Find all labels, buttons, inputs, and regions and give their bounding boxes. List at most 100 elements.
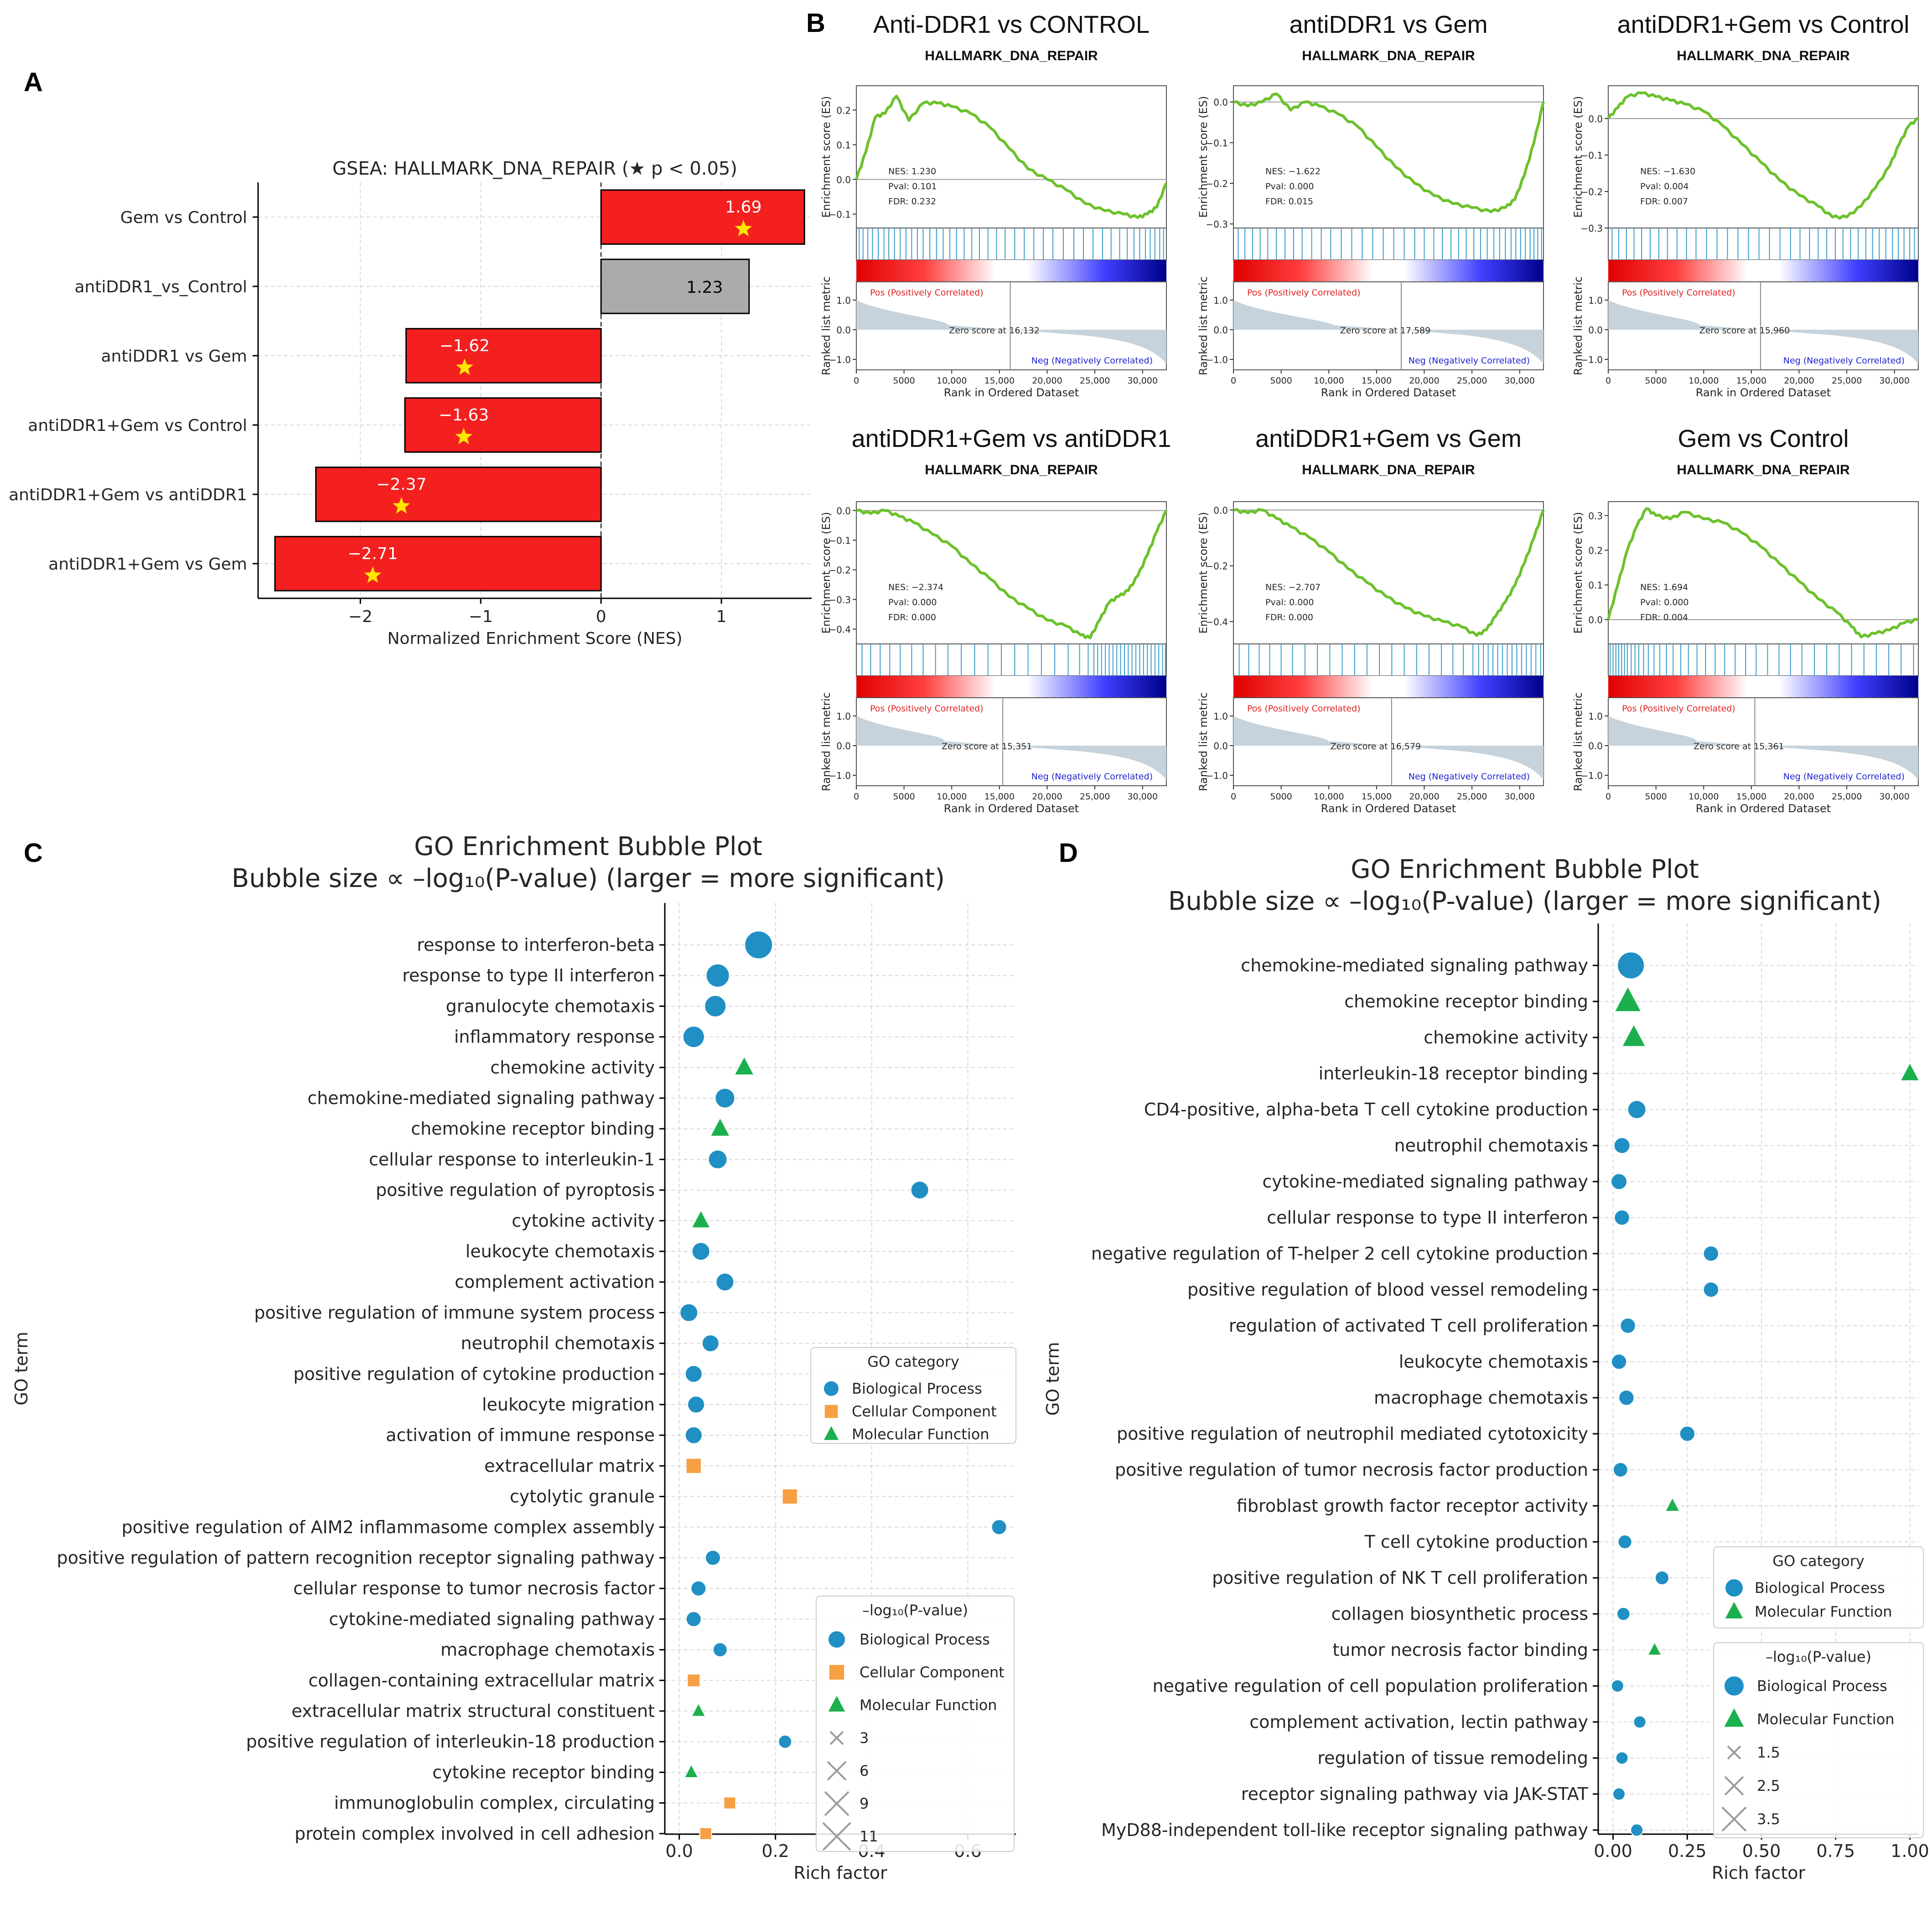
- pos-correlated-label: Pos (Positively Correlated): [870, 704, 984, 714]
- go-term-bubble: [1630, 1823, 1644, 1837]
- es-plot-frame: [856, 501, 1167, 644]
- go-term-label: regulation of tissue remodeling: [1317, 1748, 1588, 1768]
- enrichment-score-line: [1607, 91, 1919, 220]
- go-term-bubble: [1647, 1641, 1663, 1656]
- ranked-metric-area: [856, 716, 1166, 780]
- go-term-label: positive regulation of cytokine producti…: [293, 1364, 655, 1384]
- go-term-bubble: [1664, 1497, 1681, 1512]
- go-term-label: cytolytic granule: [510, 1487, 655, 1507]
- go-term-label: immunoglobulin complex, circulating: [334, 1793, 655, 1813]
- go-term-bubble: [684, 1763, 699, 1778]
- go-term-bubble: [1633, 1715, 1647, 1729]
- size-legend-x-icon: [1724, 1776, 1744, 1796]
- es-y-tick-label: 0.1: [1588, 580, 1603, 591]
- x-tick-label: 15,000: [1736, 792, 1766, 802]
- ranked-metric-area: [856, 300, 1166, 364]
- metric-y-tick-label: 1.0: [836, 295, 851, 306]
- go-term-label: cellular response to tumor necrosis fact…: [293, 1578, 655, 1598]
- category-label: Gem vs Control: [120, 208, 247, 227]
- category-label: antiDDR1+Gem vs antiDDR1: [9, 486, 247, 504]
- correlation-gradient-bar: [1233, 676, 1544, 698]
- gsea-panel-title: antiDDR1+Gem vs Gem: [1255, 425, 1522, 452]
- category-label: antiDDR1_vs_Control: [74, 278, 247, 296]
- neg-correlated-label: Neg (Negatively Correlated): [1031, 772, 1153, 782]
- go-term-label: collagen-containing extracellular matrix: [308, 1670, 655, 1691]
- hits-frame: [1233, 228, 1544, 260]
- go-term-label: positive regulation of blood vessel remo…: [1187, 1280, 1588, 1300]
- go-term-label: extracellular matrix: [484, 1456, 655, 1476]
- x-tick-label: 20,000: [1409, 376, 1439, 386]
- go-term-bubble: [690, 1580, 707, 1597]
- legend-marker: [1723, 1706, 1746, 1728]
- x-tick-label: 0: [854, 792, 859, 802]
- chart-title: GO Enrichment Bubble Plot: [1351, 855, 1699, 884]
- metric-y-tick-label: −1.0: [829, 354, 851, 365]
- neg-correlated-label: Neg (Negatively Correlated): [1409, 772, 1530, 782]
- go-term-label: fibroblast growth factor receptor activi…: [1237, 1496, 1588, 1516]
- go-term-label: chemokine-mediated signaling pathway: [1241, 955, 1588, 975]
- go-term-label: chemokine activity: [490, 1058, 655, 1078]
- size-legend-label: Biological Process: [1757, 1677, 1887, 1695]
- es-y-axis-label: Enrichment score (ES): [1572, 512, 1585, 634]
- go-term-label: protein complex involved in cell adhesio…: [295, 1824, 655, 1844]
- x-tick-label: −2: [348, 607, 373, 626]
- es-plot-frame: [856, 85, 1167, 228]
- bar: [600, 189, 805, 245]
- go-term-bubble: [712, 1642, 728, 1658]
- gsea-gene-set-label: HALLMARK_DNA_REPAIR: [1677, 462, 1850, 477]
- go-term-bubble: [1654, 1570, 1670, 1586]
- gsea-panel-title: Gem vs Control: [1678, 425, 1849, 452]
- x-tick-label: 0: [1231, 376, 1236, 386]
- legend-marker: [1724, 1600, 1745, 1619]
- x-tick-label: 0.00: [1594, 1841, 1632, 1861]
- go-term-label: response to type II interferon: [402, 965, 655, 985]
- neg-correlated-label: Neg (Negatively Correlated): [1783, 772, 1905, 782]
- go-term-bubble: [1611, 1173, 1628, 1190]
- es-plot-frame: [1608, 501, 1919, 644]
- es-y-tick-label: 0.0: [1588, 615, 1603, 626]
- metric-y-tick-label: 1.0: [1213, 295, 1228, 306]
- x-tick-label: 0: [1606, 376, 1611, 386]
- category-legend-label: Biological Process: [1755, 1579, 1885, 1597]
- metric-y-tick-label: −1.0: [1580, 770, 1603, 781]
- legend-marker: [822, 1424, 840, 1441]
- size-legend-value: 1.5: [1757, 1744, 1780, 1761]
- metric-y-tick-label: 0.0: [1213, 741, 1228, 752]
- go-term-bubble: [1899, 1062, 1921, 1081]
- x-tick-label: 0.2: [761, 1841, 789, 1861]
- fdr-stat: FDR: 0.007: [1640, 197, 1688, 207]
- panel-letter-C: C: [24, 838, 43, 868]
- x-tick-label: 30,000: [1127, 376, 1157, 386]
- go-term-label: activation of immune response: [386, 1425, 655, 1445]
- es-y-tick-label: −0.3: [1580, 223, 1603, 234]
- es-y-tick-label: −0.2: [829, 565, 851, 576]
- go-term-label: neutrophil chemotaxis: [461, 1333, 655, 1354]
- es-plot-frame: [1233, 85, 1544, 228]
- significance-star-icon: [393, 497, 410, 514]
- fdr-stat: FDR: 0.015: [1265, 197, 1313, 207]
- y-axis-label: GO term: [1043, 1342, 1063, 1416]
- go-term-label: macrophage chemotaxis: [1374, 1388, 1588, 1408]
- x-tick-label: 25,000: [1832, 792, 1862, 802]
- go-term-label: regulation of activated T cell prolifera…: [1229, 1316, 1588, 1336]
- es-y-tick-label: 0.0: [1213, 97, 1228, 108]
- category-label: antiDDR1+Gem vs Gem: [48, 555, 247, 574]
- x-tick-label: 5000: [893, 792, 915, 802]
- go-term-label: cytokine-mediated signaling pathway: [329, 1609, 655, 1629]
- go-term-bubble: [1617, 951, 1645, 980]
- go-term-bubble: [1615, 1751, 1629, 1765]
- x-tick-label: 1.00: [1891, 1841, 1929, 1861]
- panel-c-chart: response to interferon-beta response to t…: [11, 832, 1016, 1883]
- gsea-panel: antiDDR1 vs Gem HALLMARK_DNA_REPAIR 0.0 −0.…: [1197, 11, 1545, 399]
- category-legend-label: Cellular Component: [852, 1403, 997, 1420]
- metric-y-tick-label: −1.0: [1580, 354, 1603, 365]
- es-y-tick-label: −0.1: [1580, 150, 1603, 161]
- correlation-gradient-bar: [1233, 260, 1544, 282]
- legend-marker: [827, 1694, 847, 1713]
- size-legend-value: 3.5: [1757, 1810, 1780, 1828]
- x-axis-label: Rank in Ordered Dataset: [944, 386, 1079, 399]
- x-tick-label: 15,000: [1362, 792, 1392, 802]
- go-term-label: leukocyte migration: [482, 1395, 655, 1415]
- es-y-tick-label: −0.1: [829, 209, 851, 220]
- go-term-bubble: [778, 1734, 792, 1749]
